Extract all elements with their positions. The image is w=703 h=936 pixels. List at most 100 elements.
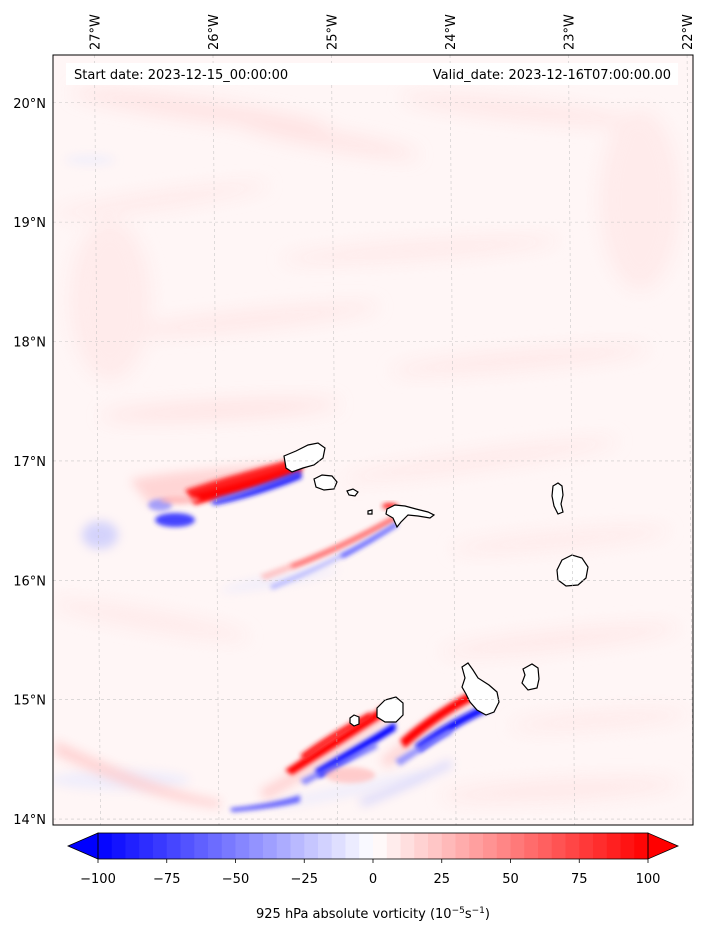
colorbar-cell — [166, 833, 181, 859]
wake-south-east — [360, 692, 495, 806]
gridline-lon — [449, 55, 457, 825]
colorbar-cell — [125, 833, 140, 859]
colorbar-cell — [400, 833, 415, 859]
lon-label: 22°W — [681, 14, 696, 50]
colorbar-cell — [524, 833, 539, 859]
lat-label: 14°N — [13, 813, 46, 828]
lat-label: 20°N — [13, 97, 46, 112]
wake-middle — [260, 503, 398, 590]
colorbar-tick-label: 0 — [369, 872, 377, 887]
colorbar-cell — [290, 833, 305, 859]
island-maio — [521, 663, 540, 691]
island-sao-vicente — [313, 474, 338, 491]
gridline-lon — [331, 55, 338, 825]
colorbar-label: 925 hPa absolute vorticity (10−5s−1) — [256, 906, 490, 922]
lat-label: 15°N — [13, 694, 46, 709]
wake-north — [130, 458, 305, 527]
colorbar-cell — [386, 833, 401, 859]
colorbar-cell — [441, 833, 456, 859]
colorbar-cell — [111, 833, 126, 859]
colorbar-tick-label: 25 — [433, 872, 450, 887]
islet-raso — [367, 509, 373, 515]
colorbar-cell — [634, 833, 649, 859]
colorbar-tick-label: −25 — [291, 872, 318, 887]
colorbar-cell — [318, 833, 333, 859]
colorbar-cell — [180, 833, 195, 859]
colorbar-cell — [593, 833, 608, 859]
island-fogo — [376, 696, 404, 723]
island-santa-luzia — [346, 488, 359, 497]
colorbar-tick-label: −50 — [222, 872, 249, 887]
island-sao-nicolau — [385, 504, 436, 529]
colorbar-cell — [565, 833, 580, 859]
island-boa-vista — [556, 554, 589, 587]
gridline-lon — [686, 55, 693, 825]
colorbar-cell — [551, 833, 566, 859]
island-santiago — [461, 662, 500, 716]
colorbar-cell — [579, 833, 594, 859]
valid-date-label: Valid_date: 2023-12-16T07:00:00.00 — [433, 68, 671, 83]
colorbar-cell — [331, 833, 346, 859]
colorbar-cell — [483, 833, 498, 859]
colorbar-cell — [373, 833, 388, 859]
colorbar-cell — [221, 833, 236, 859]
island-brava — [349, 714, 360, 727]
island-sal — [551, 482, 564, 515]
gridlines — [53, 55, 693, 825]
colorbar-cell — [620, 833, 635, 859]
colorbar-cell — [538, 833, 553, 859]
colorbar-tick-label: 50 — [502, 872, 519, 887]
colorbar: −100 −75 −50 −25 0 25 50 75 100 925 hPa absolute… — [66, 832, 680, 922]
colorbar-cell — [276, 833, 291, 859]
island-outlines — [283, 442, 589, 727]
header-box — [66, 63, 678, 85]
start-date-label: Start date: 2023-12-15_00:00:00 — [74, 68, 288, 83]
colorbar-cell — [139, 833, 154, 859]
colorbar-cell — [153, 833, 168, 859]
colorbar-tick-label: −100 — [80, 872, 116, 887]
lat-label: 19°N — [13, 216, 46, 231]
colorbar-tick-label: −75 — [153, 872, 180, 887]
colorbar-cell — [414, 833, 429, 859]
lon-label: 24°W — [444, 14, 459, 50]
background-bands — [53, 89, 690, 802]
colorbar-tick-label: 75 — [571, 872, 588, 887]
colorbar-cell — [263, 833, 278, 859]
colorbar-cells — [98, 833, 649, 859]
wake-south-west — [55, 705, 396, 812]
colorbar-tick-label: 100 — [636, 872, 661, 887]
colorbar-cell — [345, 833, 360, 859]
colorbar-ticks: −100 −75 −50 −25 0 25 50 75 100 — [80, 859, 660, 887]
colorbar-cell — [304, 833, 319, 859]
colorbar-cell — [98, 833, 113, 859]
colorbar-cell — [510, 833, 525, 859]
lon-label: 27°W — [88, 14, 103, 50]
gridline-lon — [568, 55, 575, 825]
colorbar-cell — [428, 833, 443, 859]
vorticity-field — [53, 89, 690, 812]
lat-label: 17°N — [13, 455, 46, 470]
colorbar-extend-max — [647, 832, 680, 860]
lon-label: 25°W — [326, 14, 341, 50]
colorbar-extend-min — [66, 832, 99, 860]
colorbar-cell — [496, 833, 511, 859]
lat-label: 16°N — [13, 574, 46, 589]
island-santo-antao — [283, 442, 326, 473]
gridline-lon — [94, 55, 101, 825]
colorbar-cell — [359, 833, 374, 859]
gridline-lon — [212, 55, 220, 825]
latitude-labels: 20°N 19°N 18°N 17°N 16°N 15°N 14°N — [13, 97, 46, 828]
lat-label: 18°N — [13, 336, 46, 351]
colorbar-cell — [194, 833, 209, 859]
colorbar-cell — [606, 833, 621, 859]
colorbar-cell — [208, 833, 223, 859]
colorbar-cell — [469, 833, 484, 859]
longitude-labels: 27°W 26°W 25°W 24°W 23°W 22°W — [88, 14, 696, 50]
colorbar-cell — [455, 833, 470, 859]
lon-label: 26°W — [207, 14, 222, 50]
colorbar-cell — [249, 833, 264, 859]
lon-label: 23°W — [563, 14, 578, 50]
map-frame — [52, 54, 694, 826]
colorbar-cell — [235, 833, 250, 859]
